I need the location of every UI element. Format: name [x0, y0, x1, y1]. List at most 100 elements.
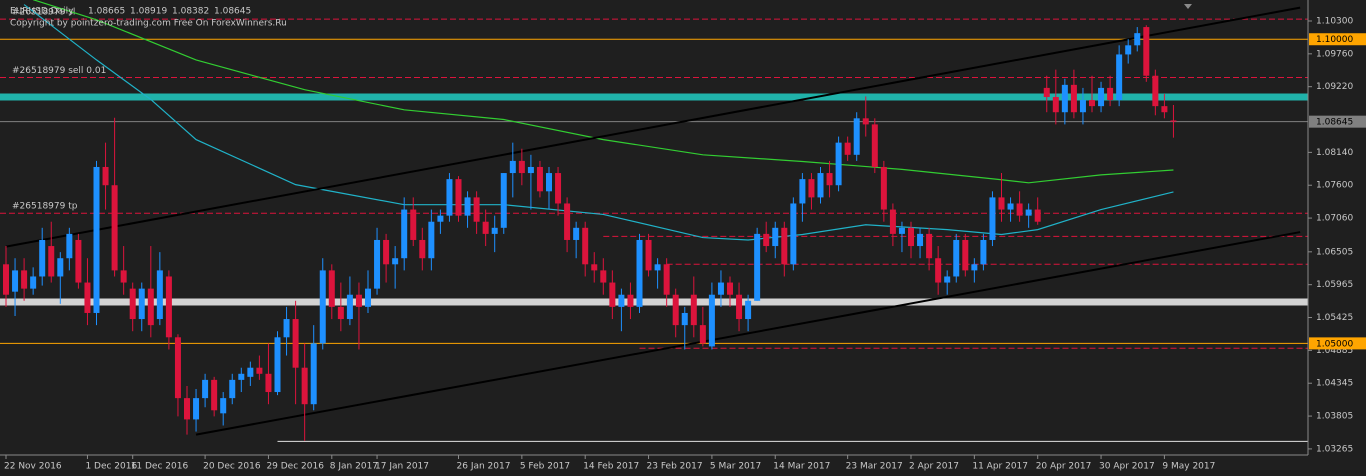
candle-body	[1098, 87, 1105, 107]
candle-body	[817, 173, 824, 198]
candle-body	[1025, 209, 1032, 216]
candle-body	[165, 276, 172, 338]
candle-body	[853, 118, 860, 155]
candle-body	[898, 227, 905, 234]
candle-body	[826, 173, 833, 186]
candle-body	[310, 343, 317, 405]
candle-body	[211, 379, 218, 411]
moving-average	[32, 0, 1174, 184]
candle-body	[609, 282, 616, 307]
candle-body	[1089, 100, 1095, 107]
x-tick-label: 11 Apr 2017	[972, 462, 1028, 472]
candle-body	[184, 398, 190, 420]
candle-body	[1107, 87, 1114, 101]
price-box	[1309, 33, 1366, 46]
candle-body	[618, 294, 625, 307]
candle-body	[808, 179, 815, 198]
ohlc-high: 1.08919	[130, 7, 167, 17]
candle-body	[147, 288, 154, 326]
y-tick-label: 1.07600	[1316, 181, 1353, 191]
candle-body	[1116, 54, 1123, 101]
candle-body	[39, 239, 46, 277]
candle-body	[392, 258, 399, 265]
candle-body	[998, 197, 1005, 210]
candle-body	[1016, 203, 1023, 216]
candle-body	[437, 215, 444, 222]
y-tick-label: 1.03265	[1316, 444, 1353, 454]
candle-body	[862, 118, 869, 125]
y-tick-label: 1.09220	[1316, 82, 1353, 92]
candle-body	[935, 258, 942, 283]
candle-body	[989, 197, 996, 240]
candle-body	[328, 270, 335, 307]
candle-body	[600, 270, 607, 283]
candle-body	[446, 179, 453, 216]
candle-body	[57, 258, 64, 277]
y-tick-label: 1.05965	[1316, 280, 1353, 290]
candle-body	[401, 209, 408, 259]
x-tick-label: 5 Mar 2017	[710, 462, 761, 472]
price-box-label: 1.05000	[1316, 339, 1353, 349]
candle-body	[12, 270, 19, 292]
candle-body	[48, 246, 55, 277]
candle-body	[717, 282, 724, 295]
candle-body	[129, 288, 136, 320]
candle-body	[699, 325, 706, 344]
x-tick-label: 22 Nov 2016	[4, 462, 62, 472]
candle-body	[763, 233, 770, 247]
x-tick-label: 23 Mar 2017	[846, 462, 903, 472]
x-tick-label: 14 Mar 2017	[773, 462, 830, 472]
candle-body	[93, 166, 100, 313]
candle-body	[265, 373, 272, 393]
candle-body	[1007, 203, 1014, 210]
candle-body	[1134, 33, 1141, 46]
candle-body	[102, 166, 109, 186]
candle-body	[708, 294, 715, 347]
candle-body	[1052, 97, 1059, 113]
copyright: Copyright by pointzero-trading.com Free …	[10, 19, 287, 29]
candle-body	[971, 264, 978, 271]
candle-body	[980, 239, 987, 265]
candle-body	[555, 173, 562, 204]
candle-body	[138, 288, 145, 320]
y-tick-label: 1.07060	[1316, 214, 1353, 224]
x-tick-label: 23 Feb 2017	[647, 462, 703, 472]
candle-body	[645, 239, 652, 271]
candle-body	[1161, 106, 1168, 113]
candle-body	[428, 221, 435, 259]
candle-body	[292, 319, 299, 368]
candle-body	[536, 166, 543, 192]
candle-body	[917, 233, 924, 247]
candle-body	[564, 203, 571, 240]
candle-body	[365, 288, 371, 307]
candle-body	[636, 239, 643, 307]
plot-area: #26518979 sl #26518979 sell 0.01 #26518979…	[0, 0, 1308, 442]
candle-body	[500, 173, 507, 228]
candle-body	[1079, 100, 1086, 113]
candle-body	[871, 124, 878, 167]
candle-body	[781, 227, 788, 265]
candle-body	[573, 227, 580, 240]
candle-body	[1152, 75, 1159, 107]
candle-body	[736, 294, 743, 320]
candle-body	[880, 166, 887, 210]
candle-body	[202, 379, 209, 399]
y-tick-label: 1.09760	[1316, 49, 1353, 59]
x-tick-label: 29 Dec 2016	[266, 462, 324, 472]
candle-body	[1061, 84, 1068, 113]
candle-body	[1143, 27, 1150, 76]
y-tick-label: 1.06505	[1316, 247, 1353, 257]
candle-body	[672, 294, 679, 326]
candle-body	[21, 270, 28, 289]
candle-body	[509, 160, 516, 174]
candle-body	[3, 264, 9, 295]
candle-body	[790, 203, 797, 265]
candle-body	[835, 142, 842, 186]
y-tick-label: 1.04885	[1316, 346, 1353, 356]
candle-body	[238, 373, 245, 380]
candle-body	[491, 227, 498, 234]
line-label: #26518979 tp	[12, 202, 78, 212]
